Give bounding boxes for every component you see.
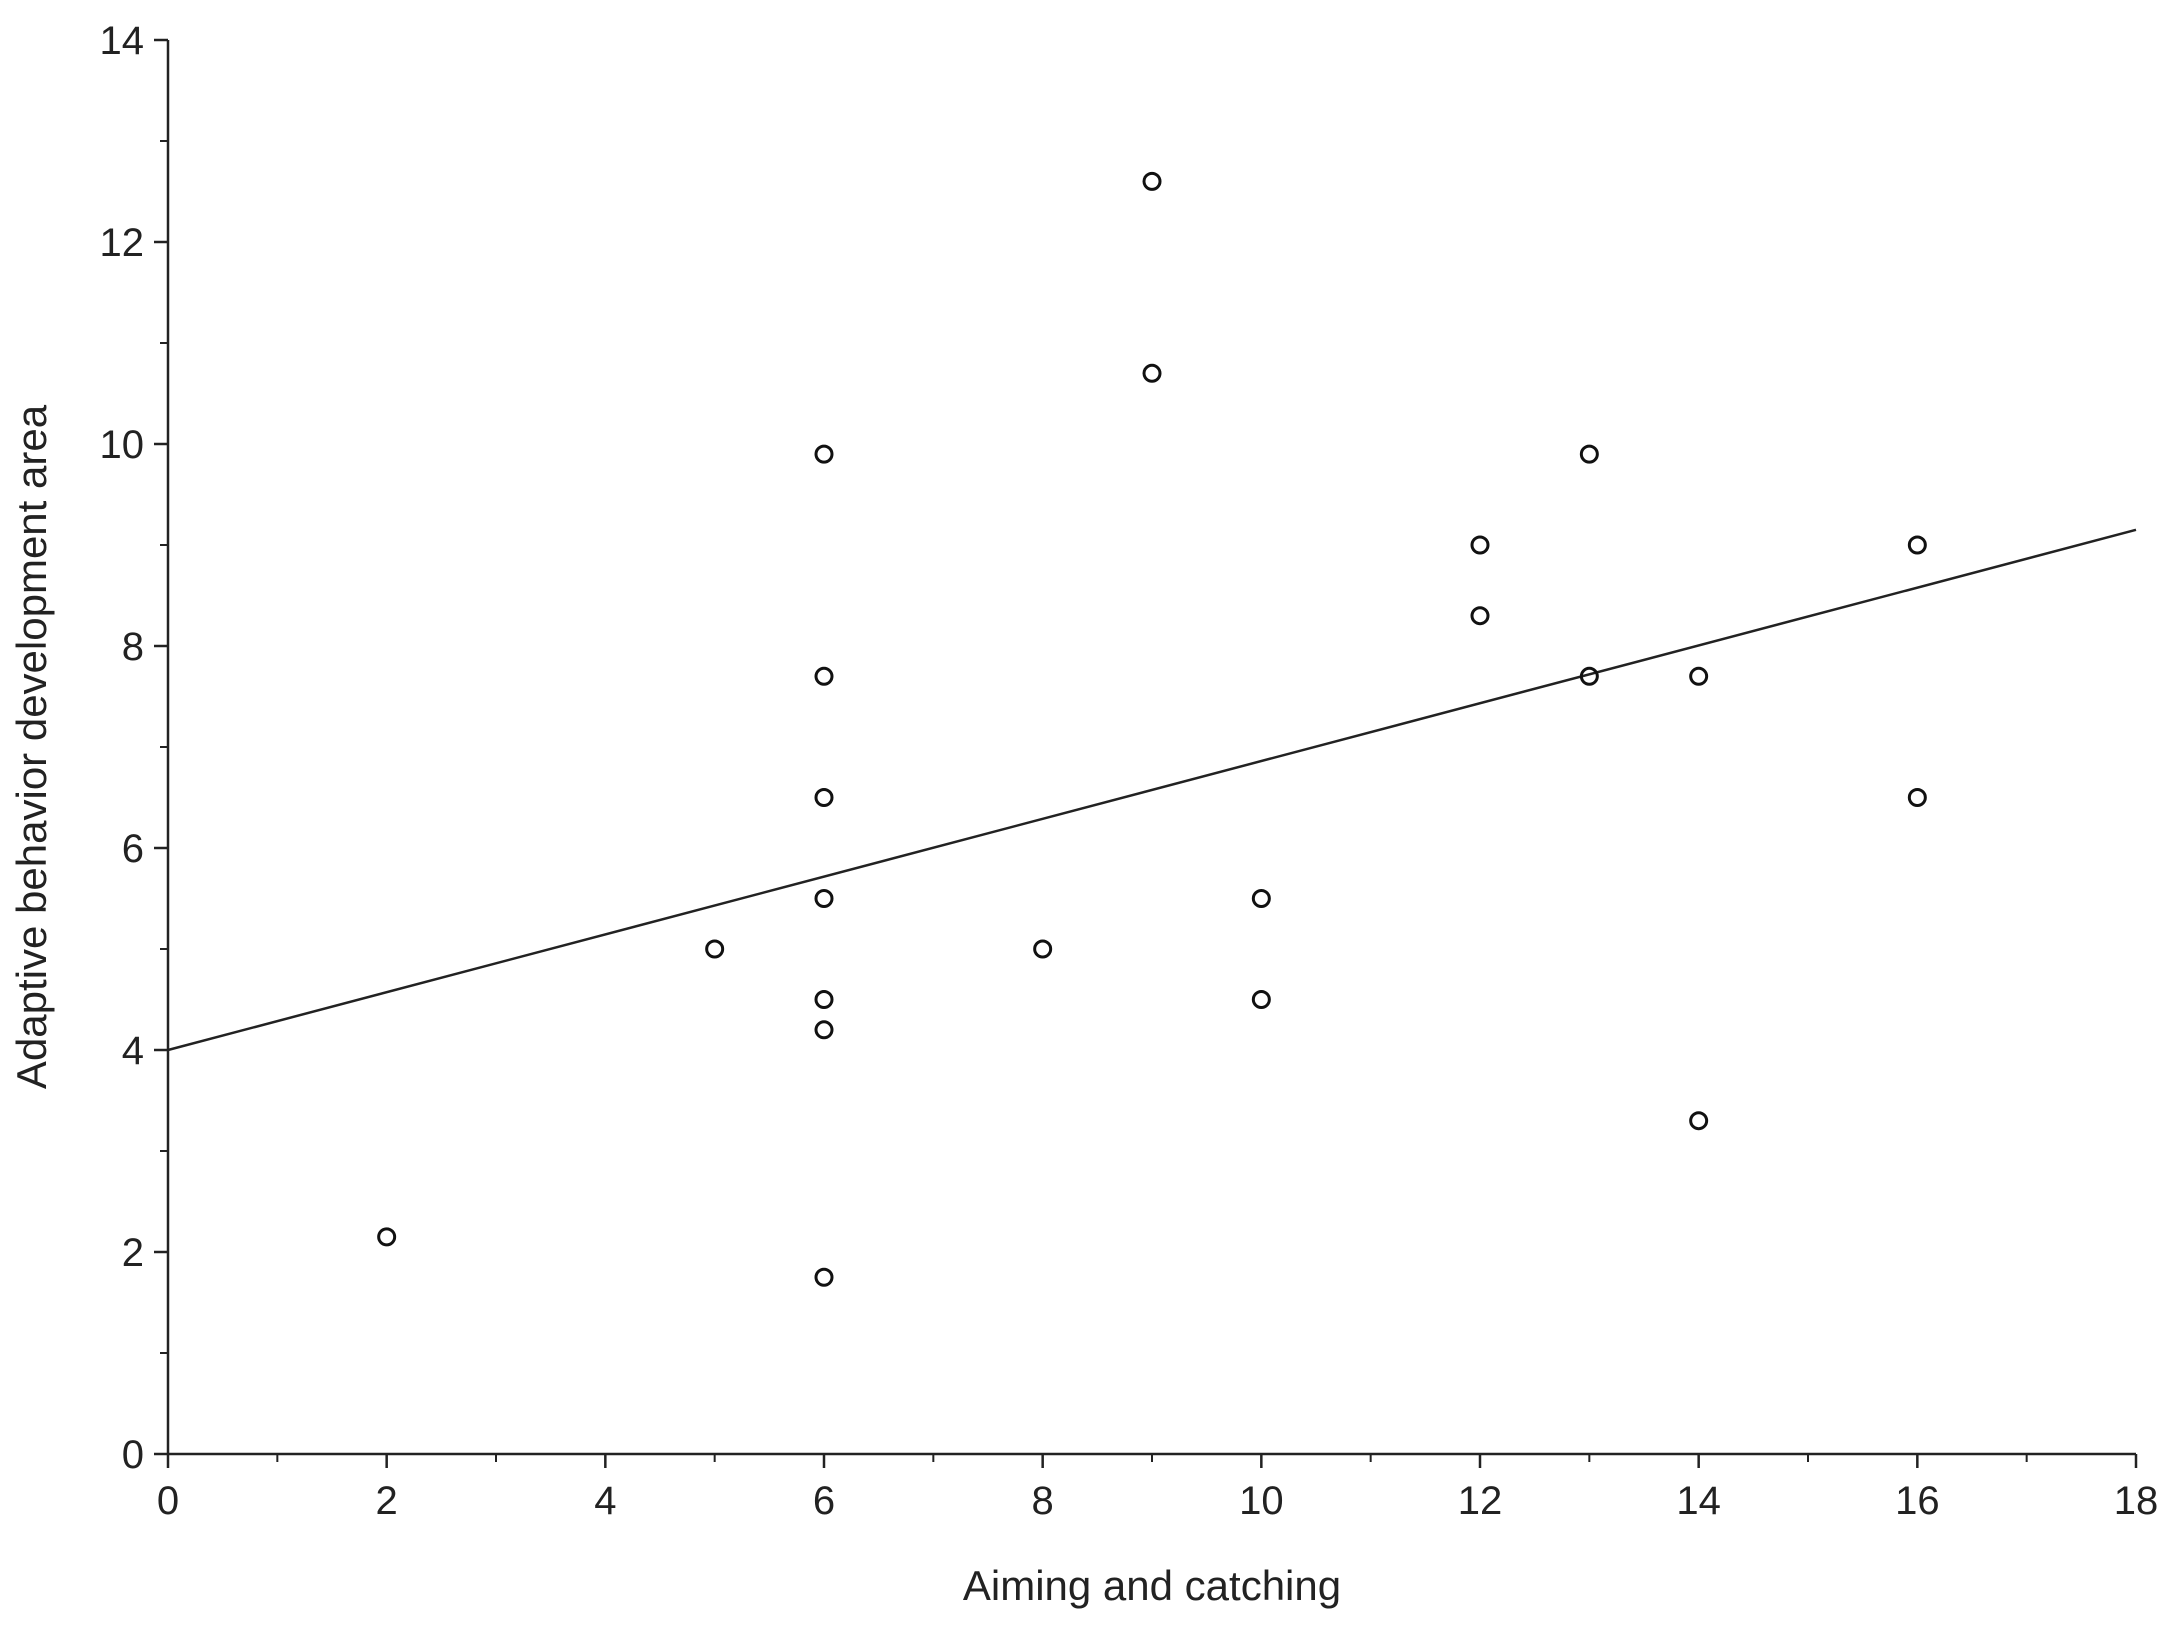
data-point bbox=[1251, 889, 1271, 908]
x-tick-label: 6 bbox=[813, 1479, 835, 1523]
x-axis-title: Aiming and catching bbox=[963, 1562, 1341, 1609]
data-point bbox=[1689, 666, 1709, 686]
data-point bbox=[1689, 1111, 1709, 1131]
data-point bbox=[814, 990, 834, 1009]
x-axis-ticks: 0 2 4 6 8 10 12 14 16 18 bbox=[157, 1454, 2158, 1523]
y-tick-label: 2 bbox=[122, 1231, 144, 1275]
data-point bbox=[1579, 444, 1599, 464]
regression-line bbox=[167, 528, 2137, 1052]
data-point bbox=[814, 788, 834, 807]
x-tick-label: 4 bbox=[594, 1479, 616, 1523]
data-point bbox=[814, 889, 834, 908]
data-point bbox=[1251, 990, 1271, 1009]
y-tick-label: 8 bbox=[122, 625, 144, 669]
y-axis-ticks: 0 2 4 6 8 10 12 14 bbox=[100, 19, 168, 1477]
x-tick-label: 8 bbox=[1032, 1479, 1054, 1523]
y-tick-label: 6 bbox=[122, 827, 144, 871]
data-point bbox=[814, 1267, 834, 1287]
data-point bbox=[814, 1020, 834, 1040]
x-tick-label: 18 bbox=[2114, 1479, 2159, 1523]
y-tick-label: 10 bbox=[100, 423, 145, 467]
x-tick-label: 16 bbox=[1895, 1479, 1940, 1523]
data-point bbox=[814, 444, 834, 464]
data-point bbox=[705, 939, 725, 959]
x-tick-label: 14 bbox=[1676, 1479, 1721, 1523]
x-tick-label: 0 bbox=[157, 1479, 179, 1523]
data-points bbox=[377, 171, 1927, 1287]
data-point bbox=[1470, 535, 1490, 555]
data-point bbox=[1142, 363, 1162, 383]
data-point bbox=[1907, 788, 1927, 807]
data-point bbox=[1470, 606, 1490, 626]
y-axis-title: Adaptive behavior development area bbox=[8, 404, 55, 1089]
data-point bbox=[1579, 666, 1599, 686]
data-point bbox=[814, 666, 834, 686]
data-point bbox=[1142, 171, 1162, 191]
x-tick-label: 12 bbox=[1458, 1479, 1503, 1523]
y-tick-label: 0 bbox=[122, 1433, 144, 1477]
data-point bbox=[1033, 939, 1053, 959]
y-tick-label: 4 bbox=[122, 1029, 144, 1073]
y-tick-label: 12 bbox=[100, 221, 145, 265]
data-point bbox=[1907, 535, 1927, 555]
data-point bbox=[377, 1227, 397, 1247]
x-tick-label: 10 bbox=[1239, 1479, 1284, 1523]
x-tick-label: 2 bbox=[376, 1479, 398, 1523]
y-tick-label: 14 bbox=[100, 19, 145, 63]
